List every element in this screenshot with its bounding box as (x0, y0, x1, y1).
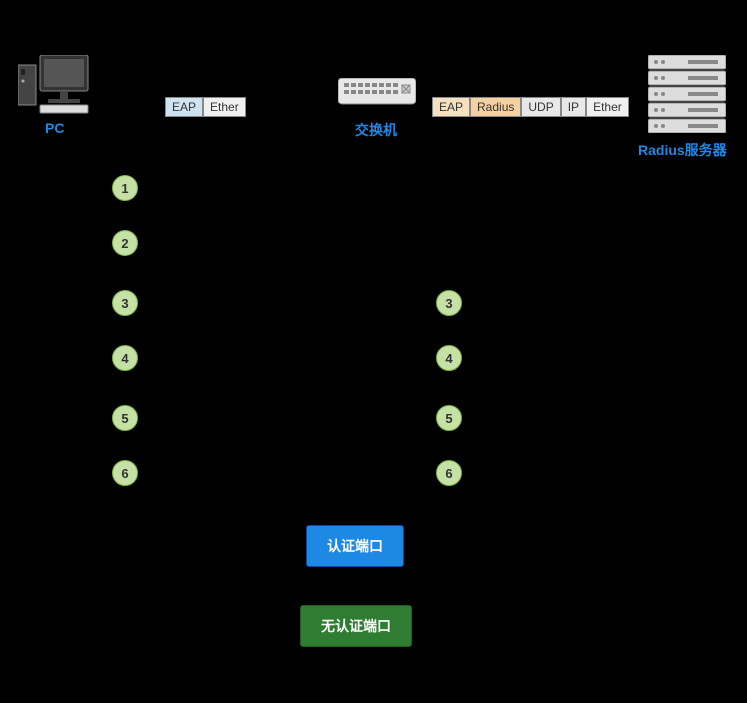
pc-label: PC (45, 120, 64, 136)
step-circle: 4 (112, 345, 138, 371)
switch-icon (338, 78, 416, 113)
pc-icon (18, 55, 90, 120)
step-circle: 5 (436, 405, 462, 431)
protocol-stack-left: EAPEther (165, 97, 246, 117)
step-circle: 3 (436, 290, 462, 316)
server-label: Radius服务器 (638, 140, 727, 160)
step-circle: 2 (112, 230, 138, 256)
switch-label: 交换机 (355, 120, 397, 140)
step-circle: 4 (436, 345, 462, 371)
protocol-cell: EAP (165, 97, 203, 117)
protocol-cell: Ether (203, 97, 246, 117)
step-circle: 1 (112, 175, 138, 201)
step-circle: 3 (112, 290, 138, 316)
protocol-cell: IP (561, 97, 586, 117)
protocol-stack-right: EAPRadiusUDPIPEther (432, 97, 629, 117)
auth-port-box: 认证端口 (306, 525, 404, 567)
protocol-cell: UDP (521, 97, 560, 117)
protocol-cell: Ether (586, 97, 629, 117)
protocol-cell: EAP (432, 97, 470, 117)
step-circle: 6 (112, 460, 138, 486)
step-circle: 6 (436, 460, 462, 486)
noauth-port-box: 无认证端口 (300, 605, 412, 647)
step-circle: 5 (112, 405, 138, 431)
protocol-cell: Radius (470, 97, 521, 117)
server-icon (648, 55, 726, 138)
